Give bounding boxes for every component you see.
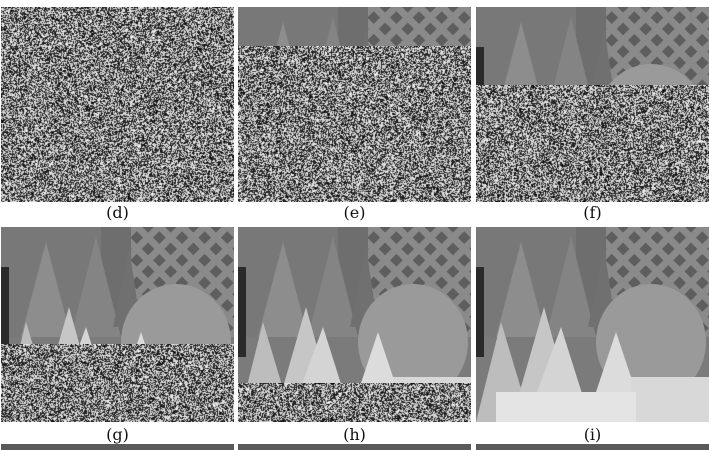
noise-region [238,46,471,202]
occlusion-hole [1,267,9,357]
noise-region [238,383,471,422]
top-strip [0,0,709,6]
panel-f [476,7,709,202]
panel-i [476,227,709,422]
occlusion-hole [238,267,246,357]
bottom-strip-2 [238,444,471,450]
noise-region [476,85,709,202]
foreground-block [631,377,709,422]
panel-d [1,7,234,202]
panel-g-image [1,227,234,422]
caption-i: (i) [476,426,709,444]
bottom-strip-1 [1,444,234,450]
occlusion-hole [476,267,484,357]
panel-d-image [1,7,234,202]
floor [496,392,636,422]
panel-h-image [238,227,471,422]
panel-e-image [238,7,471,202]
panel-f-image [476,7,709,202]
bottom-strip-3 [476,444,709,450]
caption-f: (f) [476,204,709,222]
panel-h [238,227,471,422]
caption-d: (d) [1,204,234,222]
caption-h: (h) [238,426,471,444]
caption-e: (e) [238,204,471,222]
caption-g: (g) [1,426,234,444]
panel-e [238,7,471,202]
noise-region [1,344,234,422]
panel-g [1,227,234,422]
noise-region [1,7,234,202]
panel-i-image [476,227,709,422]
